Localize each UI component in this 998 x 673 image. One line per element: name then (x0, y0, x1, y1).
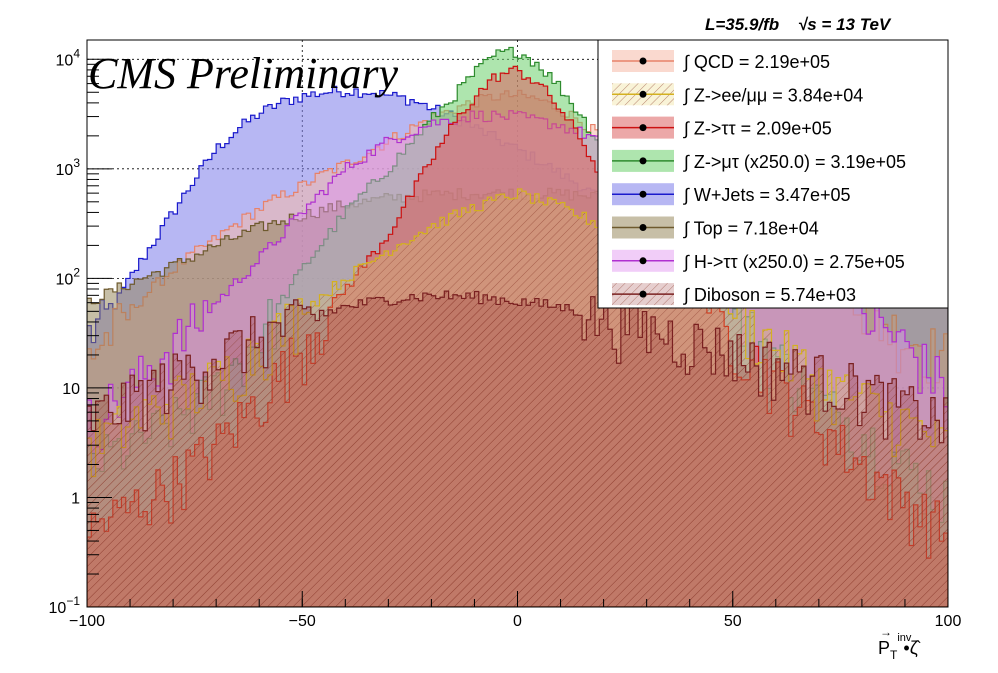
legend: ∫ QCD = 2.19e+05 ∫ Z->ee/μμ = 3.84e+04 ∫ Z… (597, 39, 949, 309)
x-tick-label: 100 (935, 613, 962, 630)
x-axis-title-tail: •ζ̂ (903, 638, 920, 658)
y-tick-label: 104 (56, 46, 81, 69)
legend-marker (639, 90, 647, 98)
y-tick-label: 103 (56, 156, 81, 179)
energy-value: √s = 13 TeV (798, 15, 892, 34)
legend-label: ∫ QCD = 2.19e+05 (682, 52, 830, 72)
luminosity-label: L=35.9/fb √s = 13 TeV (705, 15, 892, 34)
legend-marker (639, 290, 647, 298)
series-layer (87, 46, 948, 607)
y-tick-label: 10 (62, 381, 80, 398)
legend-marker (639, 190, 647, 198)
legend-marker (639, 157, 647, 165)
x-axis-title-sub: T (890, 648, 898, 662)
legend-marker (639, 57, 647, 65)
legend-label: ∫ Z->ττ = 2.09e+05 (682, 119, 832, 139)
legend-label: ∫ Z->μτ (x250.0) = 3.19e+05 (682, 152, 906, 172)
y-tick-label: 1 (71, 490, 80, 507)
tick-labels: −100 −50 0 50 100 10−1 1 10 102 103 104 (49, 46, 962, 630)
y-tick-label: 102 (56, 265, 81, 288)
legend-marker (639, 124, 647, 132)
axis-ticks (86, 58, 949, 608)
x-tick-label: 50 (724, 613, 742, 630)
legend-label: ∫ Top = 7.18e+04 (682, 219, 819, 239)
x-tick-label: 0 (513, 613, 522, 630)
x-axis-title-arrow: → (880, 625, 892, 639)
legend-label: ∫ W+Jets = 3.47e+05 (682, 185, 851, 205)
x-axis-title-main: P (878, 638, 890, 658)
legend-marker (639, 257, 647, 265)
series-line-7 (87, 290, 948, 607)
y-tick-label: 10−1 (49, 594, 81, 617)
x-axis-title: PTinv•ζ̂ (878, 632, 921, 662)
lumi-value: L=35.9/fb (705, 15, 779, 34)
legend-label: ∫ Z->ee/μμ = 3.84e+04 (682, 85, 863, 105)
x-tick-label: −50 (289, 613, 316, 630)
legend-label: ∫ Diboson = 5.74e+03 (682, 285, 856, 305)
x-tick-label: −100 (69, 613, 105, 630)
cms-watermark: CMS Preliminary (88, 49, 398, 98)
x-axis-title-sup: inv (897, 632, 912, 644)
legend-label: ∫ H->ττ (x250.0) = 2.75e+05 (682, 252, 905, 272)
legend-marker (639, 224, 647, 231)
